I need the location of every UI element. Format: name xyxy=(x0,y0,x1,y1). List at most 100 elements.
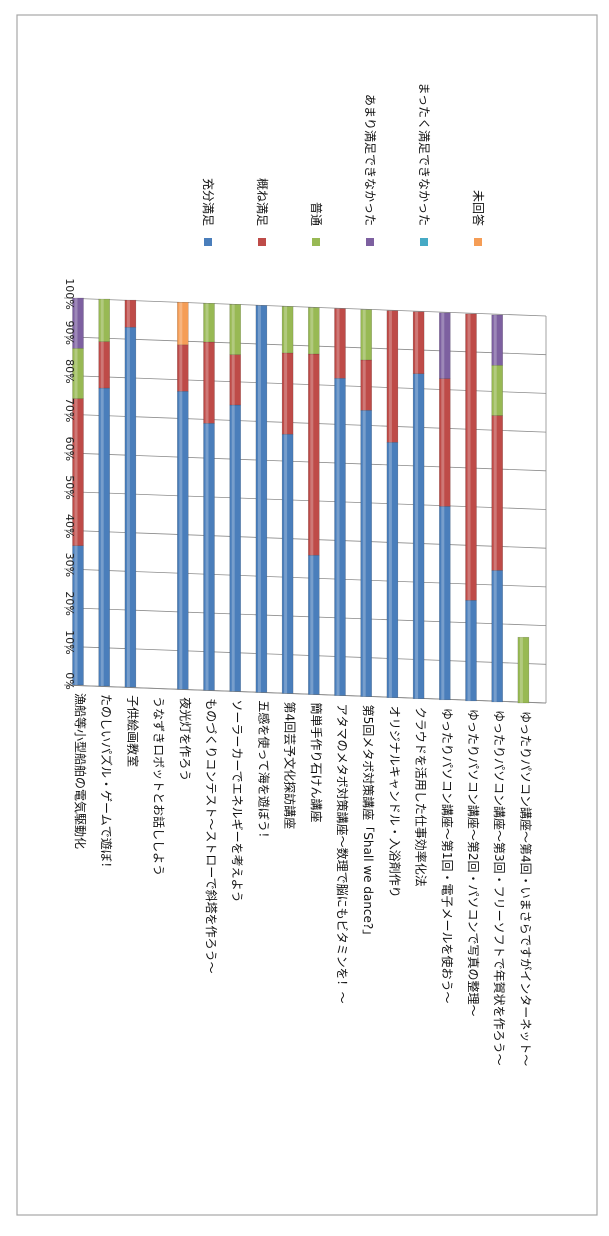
bar-highlight xyxy=(257,305,261,693)
bar-segment xyxy=(203,423,215,691)
bar-highlight xyxy=(100,299,104,342)
bar-segment xyxy=(255,305,268,693)
gridline xyxy=(63,297,547,317)
bars-layer xyxy=(72,297,530,704)
x-tick-label: 30% xyxy=(63,553,76,577)
category-label: 簡単手作り石けん講座 xyxy=(309,703,324,823)
bar-highlight xyxy=(441,506,445,700)
bar-segment xyxy=(412,311,425,374)
legend-swatch xyxy=(366,238,374,246)
bar-highlight xyxy=(74,298,78,349)
ticks-layer: 0% 10% 20% 30% 40% 50% 60% 70% 80% 90% 100% xyxy=(63,278,76,689)
bar-highlight xyxy=(415,373,419,699)
category-label: ソーラーカーでエネルギーを考えよう xyxy=(230,699,244,902)
bar-segment xyxy=(334,308,346,379)
bar-highlight xyxy=(179,302,183,345)
bar-segment xyxy=(124,299,137,328)
x-tick-label: 40% xyxy=(63,514,76,538)
legend-swatch xyxy=(312,238,320,246)
x-tick-label: 90% xyxy=(63,320,76,344)
bar-segment xyxy=(72,297,84,349)
category-label: たのしいパズル・ゲームで遊ぼ！ xyxy=(99,694,114,874)
bar-highlight xyxy=(74,348,78,399)
bar-segment xyxy=(203,341,215,424)
bar-highlight xyxy=(441,378,445,507)
x-tick-label: 50% xyxy=(63,475,76,499)
bar-highlight xyxy=(519,637,523,703)
category-label: うなずきロボットとお話ししよう xyxy=(152,696,167,876)
bar-segment xyxy=(308,554,320,695)
bar-highlight xyxy=(493,314,497,366)
bar-segment xyxy=(98,387,110,687)
legend: 充分満足 概ね満足 普通 あまり満足できなかった まったく満足できなかった 未回答 xyxy=(201,82,486,246)
bar-highlight xyxy=(205,423,209,691)
legend-label: 充分満足 xyxy=(201,178,216,226)
bar-highlight xyxy=(362,309,366,360)
bar-segment xyxy=(360,410,372,697)
bar-highlight xyxy=(284,352,288,435)
bar-highlight xyxy=(467,600,471,701)
category-label: アタマのメタボ対策講座～数理で脳にもビタミンを！～ xyxy=(335,704,350,1004)
legend-label: 未回答 xyxy=(471,190,486,226)
bar-highlight xyxy=(441,312,445,379)
bar-highlight xyxy=(493,415,497,571)
bar-segment xyxy=(177,344,189,392)
x-tick-label: 10% xyxy=(63,630,76,654)
bar-highlight xyxy=(100,388,104,687)
category-label: 漁船等小型船舶の電気駆動化 xyxy=(73,693,88,849)
bar-segment xyxy=(281,433,294,694)
category-label: ゆったりパソコン講座～第1回・電子メールを使おう～ xyxy=(440,708,455,1004)
bar-segment xyxy=(177,301,189,346)
bar-highlight xyxy=(415,311,419,374)
bar-segment xyxy=(465,313,477,601)
category-label: 夜光灯を作ろう xyxy=(178,697,193,781)
bar-highlight xyxy=(336,308,340,379)
bar-segment xyxy=(281,352,294,435)
category-label: 第5回メタボ対策講座「Shall we dance?」 xyxy=(361,705,376,942)
bar-segment xyxy=(465,600,477,702)
bar-highlight xyxy=(336,378,340,696)
bar-highlight xyxy=(284,306,288,353)
bar-segment xyxy=(98,298,110,342)
bar-highlight xyxy=(179,391,183,690)
bar-highlight xyxy=(231,304,235,355)
x-tick-label: 70% xyxy=(63,398,76,422)
bar-segment xyxy=(308,307,320,355)
legend-swatch xyxy=(204,238,212,246)
bar-segment xyxy=(439,378,451,507)
bar-segment xyxy=(177,390,189,690)
x-tick-label: 20% xyxy=(63,591,76,615)
bar-highlight xyxy=(467,313,471,601)
x-tick-label: 100% xyxy=(63,278,76,309)
bar-segment xyxy=(491,314,503,366)
bar-highlight xyxy=(100,341,104,389)
legend-swatch xyxy=(420,238,428,246)
bar-highlight xyxy=(310,555,314,695)
category-label: 五感を使って海を遊ぼう！ xyxy=(256,700,271,843)
bar-highlight xyxy=(493,365,497,416)
bar-segment xyxy=(124,326,137,688)
x-tick-label: 80% xyxy=(63,359,76,383)
legend-label: 普通 xyxy=(309,202,323,226)
bar-segment xyxy=(229,354,241,406)
bar-segment xyxy=(491,365,503,416)
legend-swatch xyxy=(474,238,482,246)
category-label: 子供絵画教室 xyxy=(125,695,140,767)
bar-highlight xyxy=(388,310,392,443)
bar-highlight xyxy=(205,341,209,424)
category-label: ゆったりパソコン講座～第3回・フリーソフトで年賀状を作ろう～ xyxy=(492,710,507,1066)
bar-segment xyxy=(360,359,372,411)
bar-segment xyxy=(308,353,320,556)
bar-highlight xyxy=(126,327,130,688)
bar-segment xyxy=(334,377,346,696)
x-tick-label: 60% xyxy=(63,437,76,461)
bar-segment xyxy=(203,303,215,343)
category-label: 第4回芸予文化探訪講座 xyxy=(283,701,298,829)
bar-highlight xyxy=(388,442,392,698)
legend-label: 概ね満足 xyxy=(255,178,269,226)
bar-segment xyxy=(491,415,503,571)
category-label: オリジナルキャンドル・入浴剤作り xyxy=(387,706,402,898)
x-tick-label: 0% xyxy=(63,672,76,689)
bar-highlight xyxy=(74,545,78,685)
